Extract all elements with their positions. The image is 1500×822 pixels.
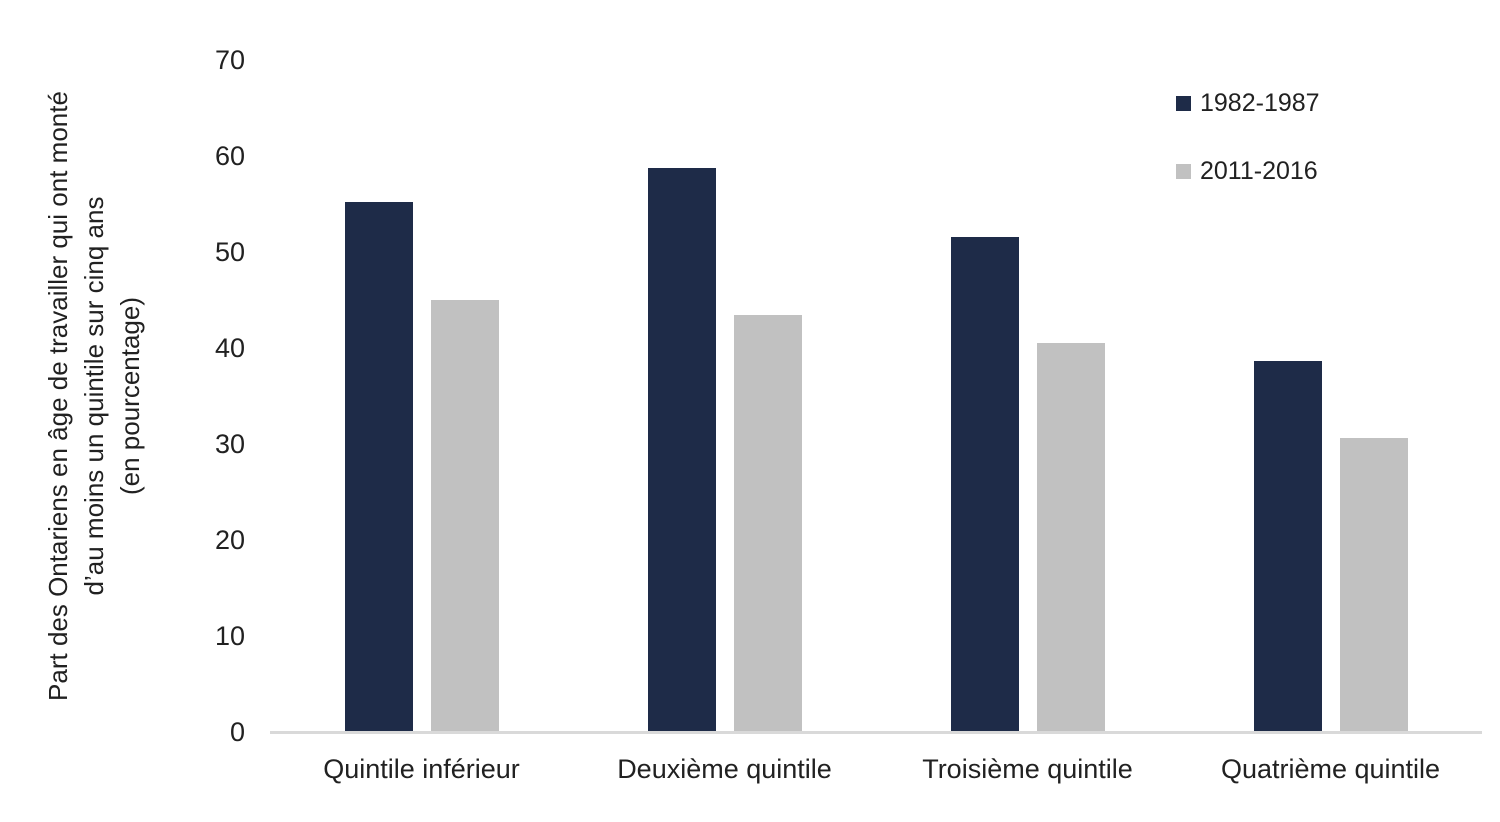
x-axis-label-1: Deuxième quintile: [617, 754, 832, 784]
bar-2011-2016-category-1: [733, 315, 802, 732]
bar-1982-1987-category-0: [344, 202, 413, 732]
y-axis-title-line-3: (en pourcentage): [115, 296, 145, 496]
bar-2011-2016-category-3: [1339, 438, 1408, 732]
y-axis-title-line-1: Part des Ontariens en âge de travailler …: [43, 91, 73, 701]
x-axis-label-2: Troisième quintile: [922, 754, 1133, 784]
x-axis-label-3: Quatrième quintile: [1220, 754, 1441, 784]
legend-entry-2011-2016: 2011-2016: [1176, 156, 1320, 186]
bar-1982-1987-category-1: [647, 168, 716, 732]
legend-entry-1982-1987: 1982-1987: [1176, 88, 1320, 118]
bar-1982-1987-category-2: [950, 237, 1019, 732]
y-tick-label-10: 10: [214, 621, 245, 651]
legend: 1982-1987 2011-2016: [1176, 88, 1320, 186]
y-tick-label-40: 40: [214, 333, 245, 363]
bar-2011-2016-category-0: [430, 300, 499, 732]
x-axis-label-0: Quintile inférieur: [323, 754, 520, 784]
legend-swatch-icon: [1176, 95, 1191, 111]
legend-label: 1982-1987: [1200, 88, 1320, 117]
y-tick-label-20: 20: [214, 525, 245, 555]
y-axis-title: Part des Ontariens en âge de travailler …: [38, 56, 150, 736]
y-axis-title-line-2: d’au moins un quintile sur cinq ans: [79, 196, 109, 596]
legend-label: 2011-2016: [1200, 156, 1318, 185]
y-tick-label-0: 0: [229, 717, 245, 747]
legend-swatch-icon: [1176, 163, 1191, 179]
bar-1982-1987-category-3: [1253, 361, 1322, 732]
x-axis-line: [270, 731, 1482, 734]
y-tick-label-50: 50: [214, 237, 245, 267]
y-tick-label-30: 30: [214, 429, 245, 459]
y-tick-label-70: 70: [214, 45, 245, 75]
y-tick-label-60: 60: [214, 141, 245, 171]
bar-2011-2016-category-2: [1036, 343, 1105, 732]
